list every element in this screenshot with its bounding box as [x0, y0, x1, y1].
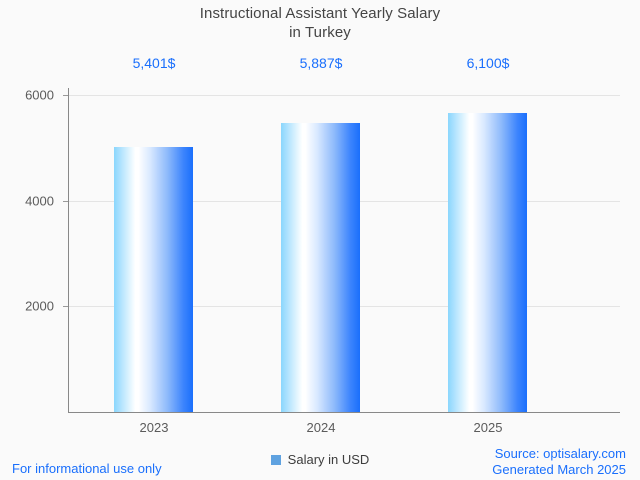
x-axis-label-2024: 2024 — [306, 420, 336, 435]
chart-title-line-1: Instructional Assistant Yearly Salary — [199, 5, 441, 22]
footer-source-line: Source: optisalary.com — [494, 446, 626, 461]
chart-legend[interactable]: Salary in USD — [0, 452, 640, 467]
x-axis-label-2025: 2025 — [473, 420, 503, 435]
bar-value-label-2023: 5,401$ — [132, 55, 176, 71]
plot-area: 6000 4000 2000 — [25, 88, 620, 413]
gridline-6000 — [69, 95, 620, 96]
x-axis-line — [68, 412, 620, 413]
bar-value-label-2024: 5,887$ — [299, 55, 343, 71]
footer-disclaimer: For informational use only — [12, 461, 162, 476]
footer-generated-line: Generated March 2025 — [492, 462, 626, 477]
bar-2023[interactable] — [114, 147, 193, 412]
chart-title: Instructional Assistant Yearly Salary in… — [0, 4, 640, 42]
y-tick-label-2000: 2000 — [25, 298, 54, 314]
bar-2024[interactable] — [281, 123, 360, 412]
legend-label-salary-in-usd: Salary in USD — [287, 452, 370, 467]
y-tick-label-6000: 6000 — [25, 87, 54, 103]
y-tick-mark-4000: 4000 — [25, 194, 68, 209]
y-tick-mark-2000: 2000 — [25, 299, 68, 314]
legend-swatch-icon — [270, 454, 281, 465]
chart-title-line-2: in Turkey — [289, 24, 351, 41]
y-tick-label-4000: 4000 — [25, 193, 54, 209]
y-tick-mark-6000: 6000 — [25, 88, 68, 103]
bar-value-label-2025: 6,100$ — [466, 55, 510, 71]
footer-source: Source: optisalary.com Generated March 2… — [492, 446, 626, 478]
x-axis-label-2023: 2023 — [139, 420, 169, 435]
y-axis-line — [68, 88, 69, 412]
bar-2025[interactable] — [448, 113, 527, 412]
